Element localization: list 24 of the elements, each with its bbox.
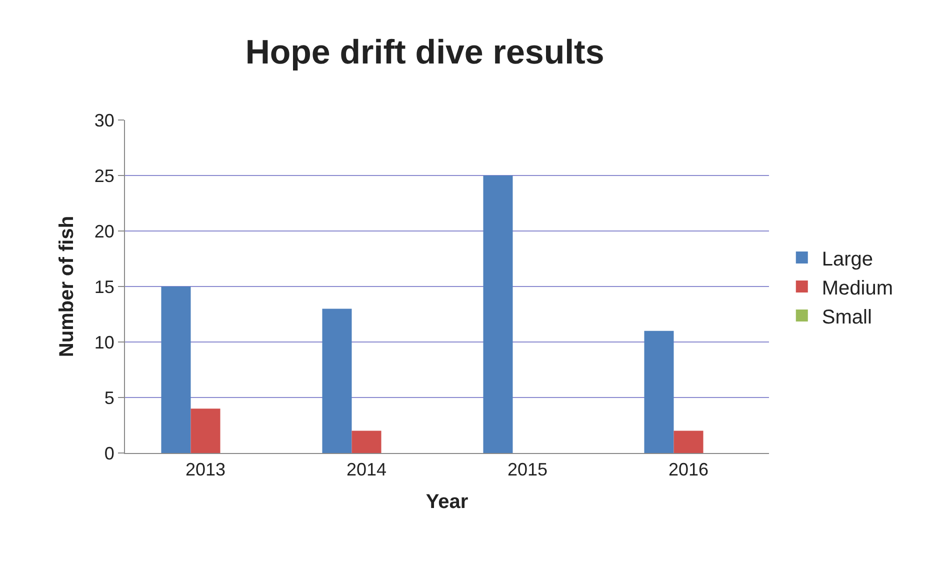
x-tick-label: 2016 — [668, 460, 709, 480]
x-tick-label: 2015 — [507, 460, 548, 480]
bar — [644, 330, 674, 453]
bar — [483, 176, 513, 453]
x-axis-title: Year — [426, 491, 468, 514]
legend-label: Medium — [822, 277, 894, 300]
bar — [190, 408, 220, 453]
bar — [322, 308, 352, 453]
bar — [352, 430, 382, 453]
chart-title: Hope drift dive results — [245, 33, 604, 72]
bar — [161, 286, 191, 453]
y-tick-label: 15 — [94, 276, 114, 297]
x-tick-label: 2014 — [346, 460, 387, 480]
y-tick-label: 5 — [104, 388, 114, 408]
bar — [674, 430, 704, 453]
y-tick-label: 30 — [94, 110, 114, 130]
y-tick-label: 25 — [94, 166, 114, 186]
y-tick-label: 10 — [94, 332, 114, 352]
x-tick-label: 2013 — [185, 460, 226, 480]
legend-label: Small — [822, 306, 872, 328]
legend-label: Large — [822, 248, 874, 270]
y-tick-label: 20 — [94, 221, 114, 242]
y-tick-label: 0 — [104, 443, 114, 464]
y-axis-title: Number of fish — [56, 216, 78, 358]
